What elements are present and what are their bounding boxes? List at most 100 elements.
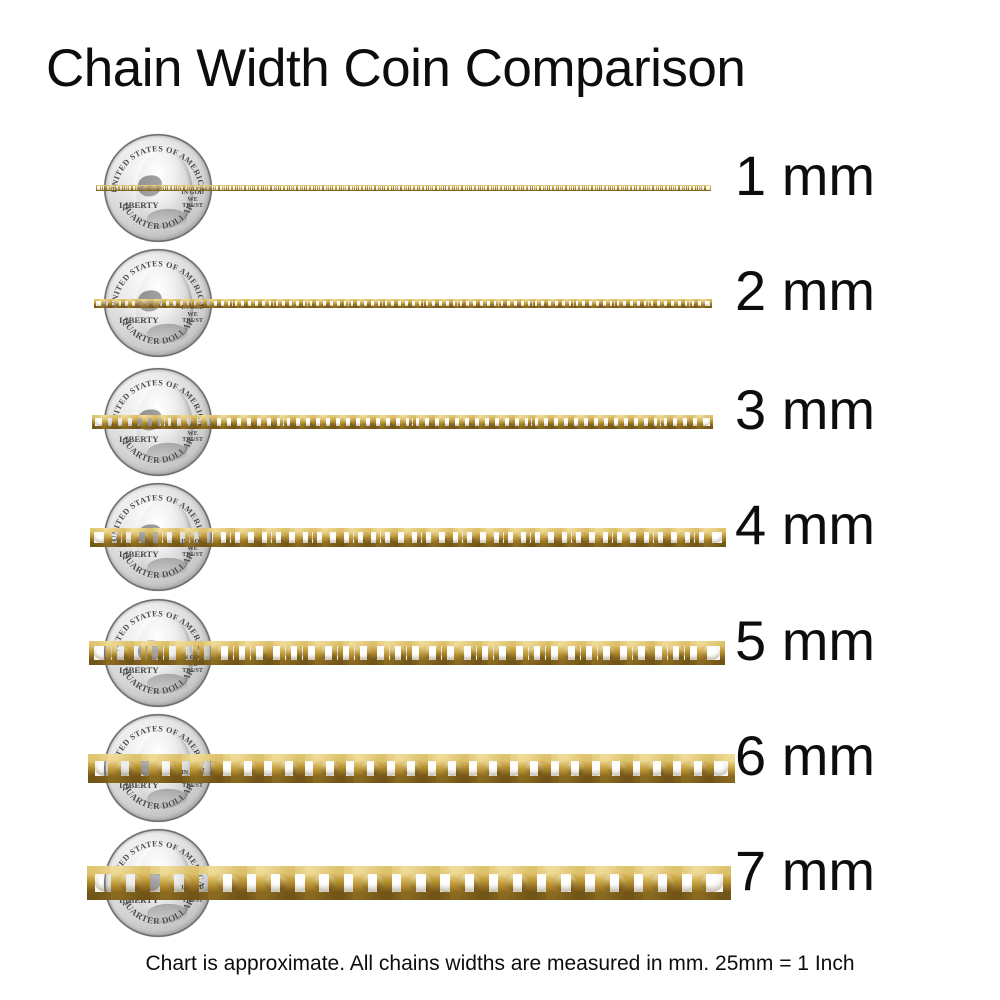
page-title: Chain Width Coin Comparison [46, 39, 746, 98]
chain-link [627, 641, 656, 665]
chain-link [469, 185, 477, 191]
chain-link [503, 298, 515, 308]
chain-link [379, 415, 396, 429]
chain-link [681, 753, 715, 783]
chain-link [525, 185, 533, 191]
chain-link [475, 298, 487, 308]
chain-link [300, 415, 317, 429]
chain-link [578, 298, 590, 308]
chain-link [666, 298, 678, 308]
chain-link [605, 298, 617, 308]
chain-link [557, 298, 569, 308]
chain-link [632, 298, 644, 308]
chain-link [260, 185, 268, 191]
chain-link [231, 753, 265, 783]
chain-link [189, 298, 201, 308]
chain-link [269, 185, 277, 191]
chain-link [239, 185, 247, 191]
chain-link [349, 641, 378, 665]
chain-link [200, 185, 208, 191]
chain-link [582, 185, 590, 191]
chain-link [391, 185, 399, 191]
chain-link [435, 298, 446, 308]
chain-link [634, 185, 642, 191]
chain-link [586, 185, 594, 191]
chain-link [594, 866, 634, 900]
chain-link [365, 185, 373, 191]
chain-link [540, 527, 563, 547]
chain-link [612, 185, 620, 191]
chain-link [352, 185, 360, 191]
chain-link [512, 185, 520, 191]
chain-link [516, 298, 528, 308]
chain-link [299, 185, 307, 191]
chain-link [143, 185, 151, 191]
chain-link [488, 641, 517, 665]
chain-link [700, 298, 712, 308]
chain-link [135, 185, 143, 191]
chain-3mm [92, 415, 714, 429]
chain-link [449, 866, 489, 900]
chain-link [482, 185, 490, 191]
chain-link [394, 753, 428, 783]
chain-link [677, 415, 694, 429]
chain-link [451, 185, 459, 191]
chain-link [155, 298, 167, 308]
chain-link [551, 185, 559, 191]
chain-link [453, 641, 482, 665]
chain-link [404, 185, 412, 191]
chain-link [660, 298, 672, 308]
chain-link [434, 185, 442, 191]
chain-link [291, 298, 303, 308]
chain-link [280, 415, 297, 429]
chain-link [304, 866, 344, 900]
chain-link [130, 185, 138, 191]
chain-link [330, 185, 338, 191]
chain-7mm [87, 866, 731, 900]
chain-link [321, 185, 329, 191]
coin-legend-liberty: LIBERTY [119, 199, 159, 210]
chain-link [699, 185, 707, 191]
coin-legend-liberty: LIBERTY [119, 433, 159, 444]
chain-link [226, 185, 234, 191]
chain-link [594, 527, 617, 547]
chain-link [104, 185, 112, 191]
chain-link [400, 298, 412, 308]
chain-link [425, 185, 433, 191]
chain-link [366, 298, 378, 308]
chain-link [637, 415, 654, 429]
chain-link [134, 298, 146, 308]
chain-link [149, 753, 183, 783]
chain-link [403, 527, 426, 547]
chain-link [677, 185, 685, 191]
chain-2mm [94, 298, 712, 308]
chain-link [516, 185, 524, 191]
footer-note: Chart is approximate. All chains widths … [145, 952, 855, 975]
chain-link [245, 641, 274, 665]
chain-link [380, 298, 392, 308]
chain-link [260, 415, 277, 429]
chain-link [159, 866, 199, 900]
chain-link [421, 298, 433, 308]
coin-legend-liberty: LIBERTY [119, 664, 159, 675]
chain-link [577, 185, 585, 191]
chain-link [384, 641, 413, 665]
chain-link [651, 185, 659, 191]
chain-link [369, 185, 377, 191]
chain-link [448, 298, 460, 308]
chain-link [649, 527, 672, 547]
chain-link [591, 298, 603, 308]
chain-link [158, 527, 181, 547]
chain-width-label-5mm: 5 mm [735, 608, 875, 672]
chain-link [109, 185, 117, 191]
chain-link [703, 527, 726, 547]
chain-link [237, 298, 249, 308]
chain-link [340, 415, 356, 429]
chain-link [128, 298, 140, 308]
chain-link [308, 185, 316, 191]
chain-link [598, 298, 610, 308]
chain-link [148, 185, 156, 191]
chain-link [537, 298, 549, 308]
chain-link [608, 185, 616, 191]
